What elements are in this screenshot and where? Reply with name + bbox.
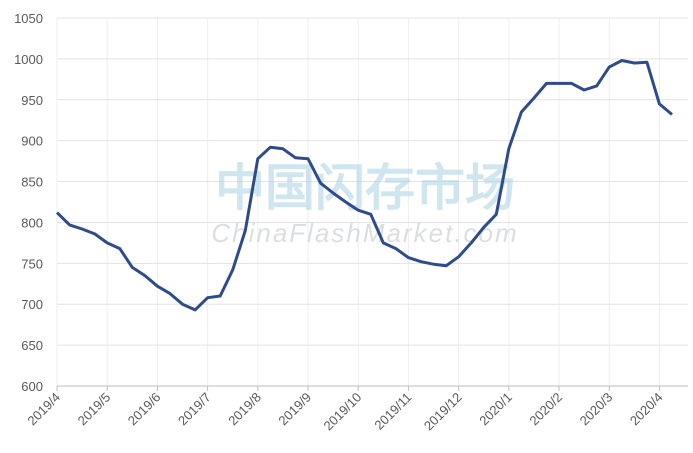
y-tick-label: 1050 <box>14 11 43 26</box>
x-tick-label: 2019/11 <box>371 390 414 433</box>
y-tick-label: 1000 <box>14 52 43 67</box>
x-tick-label: 2020/4 <box>627 390 666 429</box>
x-tick-label: 2019/4 <box>24 390 63 429</box>
y-tick-label: 950 <box>21 93 43 108</box>
y-tick-label: 600 <box>21 379 43 394</box>
y-tick-label: 850 <box>21 175 43 190</box>
y-tick-label: 900 <box>21 134 43 149</box>
x-tick-label: 2019/7 <box>175 390 214 429</box>
x-tick-label: 2019/8 <box>225 390 264 429</box>
y-tick-label: 700 <box>21 297 43 312</box>
x-tick-label: 2019/10 <box>321 390 365 434</box>
y-tick-label: 800 <box>21 215 43 230</box>
watermark: ChinaFlashMarket.com <box>211 218 518 248</box>
watermark: 中国闪存市场 <box>215 160 515 216</box>
x-tick-label: 2020/1 <box>476 390 515 429</box>
y-tick-label: 650 <box>21 338 43 353</box>
x-tick-label: 2019/6 <box>125 390 164 429</box>
x-tick-label: 2020/2 <box>526 390 565 429</box>
x-tick-label: 2019/5 <box>75 390 114 429</box>
x-tick-label: 2020/3 <box>577 390 616 429</box>
x-tick-label: 2019/12 <box>421 390 465 434</box>
x-tick-label: 2019/9 <box>275 390 314 429</box>
line <box>55 59 673 312</box>
y-tick-label: 750 <box>21 256 43 271</box>
